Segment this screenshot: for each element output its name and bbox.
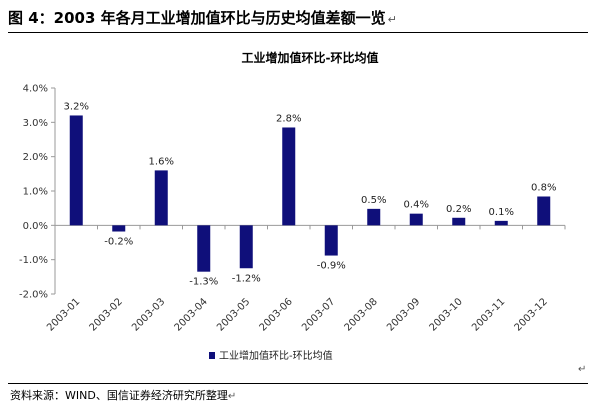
data-label: -0.2% [104,237,133,248]
x-tick-label: 2003-01 [45,296,82,333]
chart-bars [69,115,551,272]
figure-caption: 图 4：2003 年各月工业增加值环比与历史均值差额一览 ↵ [8,4,588,32]
data-label: -1.3% [189,277,218,288]
bar [409,213,423,226]
data-label: 0.4% [404,200,429,211]
data-label: 0.8% [531,182,556,193]
x-tick-label: 2003-10 [428,296,465,333]
top-rule [8,32,588,33]
data-label: -0.9% [317,261,346,272]
y-tick-label: 0.0% [23,221,48,232]
bar [239,225,253,269]
bar [324,225,338,256]
chart-title: 工业增加值环比-环比均值 [242,50,379,65]
x-tick-label: 2003-07 [300,296,337,333]
bar [494,220,508,226]
figure-source-text: 资料来源：WIND、国信证券经济研究所整理 [10,389,228,402]
figure-source: 资料来源：WIND、国信证券经济研究所整理↵ [10,387,236,405]
bar [154,170,168,226]
x-tick-label: 2003-04 [173,296,210,333]
bar [282,127,296,226]
x-tick-label: 2003-12 [513,296,550,333]
data-label: 2.8% [276,113,301,124]
chart-data-labels: 3.2% -0.2% 1.6% -1.3% -1.2% 2.8% -0.9% 0.5% 0.4%… [64,101,557,287]
bar [452,217,466,226]
y-tick-label: 3.0% [23,118,48,129]
x-tick-label: 2003-09 [385,296,422,333]
y-tick-label: 4.0% [23,84,48,95]
data-label: 0.5% [361,195,386,206]
x-tick-label: 2003-03 [130,296,167,333]
y-tick-label: -2.0% [19,290,48,301]
return-mark-icon: ↵ [387,13,397,26]
x-tick-label: 2003-08 [343,296,380,333]
y-tick-label: 2.0% [23,152,48,163]
bottom-rule [8,383,588,384]
x-tick-label: 2003-05 [215,296,252,333]
data-label: 0.1% [489,207,514,218]
y-tick-label: -1.0% [19,255,48,266]
data-label: -1.2% [232,273,261,284]
return-mark-icon: ↵ [227,391,237,402]
legend-label: 工业增加值环比-环比均值 [219,349,333,362]
return-mark-icon: ↵ [578,364,587,375]
data-label: 0.2% [446,204,471,215]
bar [112,225,126,232]
x-tick-label: 2003-02 [88,296,125,333]
y-tick-label: 1.0% [23,187,48,198]
figure-caption-text: 图 4：2003 年各月工业增加值环比与历史均值差额一览 [8,9,386,27]
data-label: 1.6% [149,156,174,167]
x-tick-label: 2003-06 [258,296,295,333]
x-tick-label: 2003-11 [470,296,507,333]
legend-swatch [209,352,215,359]
bar [367,208,381,226]
bar [197,225,211,272]
bar [69,115,83,226]
chart-legend: 工业增加值环比-环比均值 [209,349,333,362]
bar [537,196,551,226]
data-label: 3.2% [64,101,89,112]
